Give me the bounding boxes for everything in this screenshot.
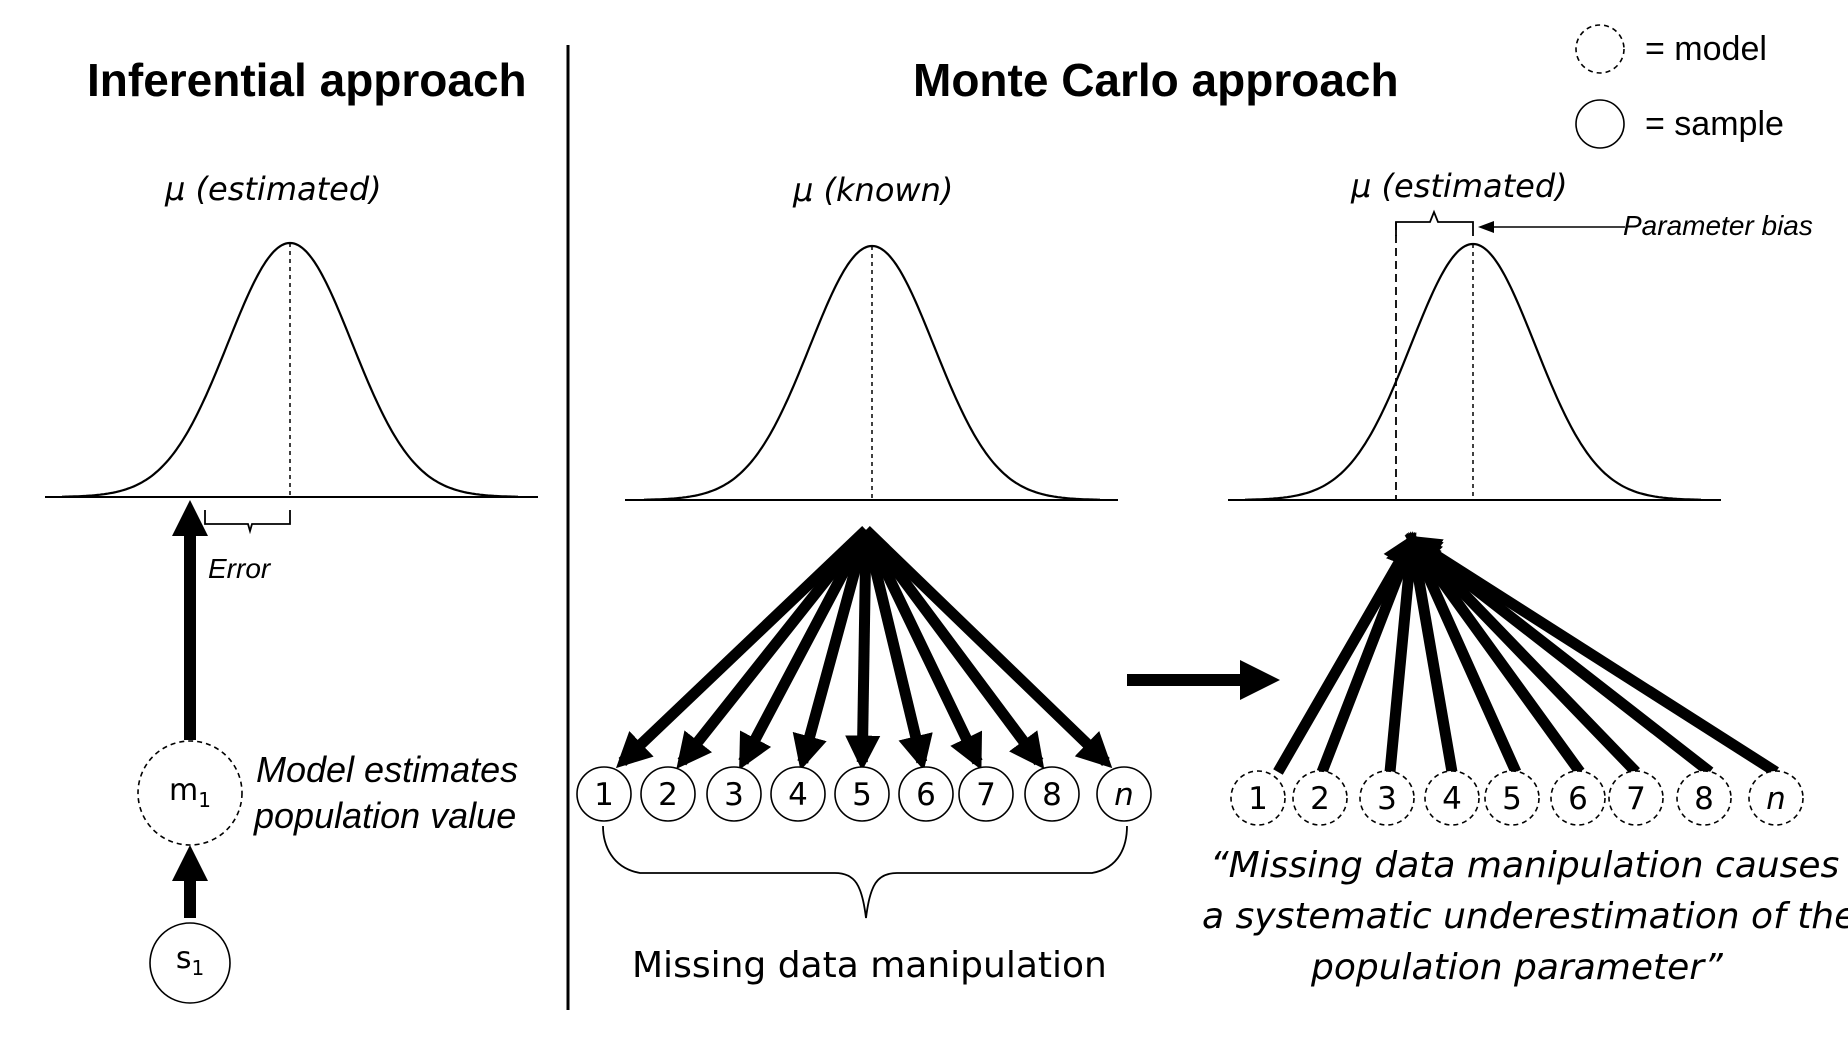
- mc-known-node-circle: [1096, 766, 1152, 822]
- mc-known-node-label: 1: [594, 777, 614, 813]
- conclusion-quote-line3: population parameter”: [1311, 947, 1723, 988]
- mc-est-node-circle: [1359, 770, 1415, 826]
- mc-known-node-label: 5: [852, 777, 872, 813]
- mc-known-node-circle: [958, 766, 1014, 822]
- mc-est-node-circle: [1424, 770, 1480, 826]
- mc-known-node-label: 7: [976, 777, 996, 813]
- mc-known-arrow: [615, 526, 870, 769]
- conclusion-quote-line1: “Missing data manipulation causes: [1210, 845, 1840, 886]
- parameter-bias-label: Parameter bias: [1623, 210, 1813, 241]
- mc-known-node-circle: [834, 766, 890, 822]
- inferential-sample-node: [149, 922, 231, 1004]
- mc-known-normal-curve: [644, 244, 1100, 501]
- mc-est-node-label: n: [1766, 781, 1786, 817]
- mc-known-node-circle: [898, 766, 954, 822]
- mc-est-arrow: [1399, 531, 1458, 773]
- mc-est-node-label: 5: [1502, 781, 1522, 817]
- mc-est-arrow: [1273, 532, 1417, 775]
- mc-known-arrow: [861, 526, 1045, 770]
- sample-to-model-arrowhead: [172, 845, 208, 881]
- model-caption-line1: Model estimates: [256, 749, 519, 790]
- monte-carlo-heading: Monte Carlo approach: [913, 54, 1399, 106]
- mc-est-node-label: 3: [1377, 781, 1397, 817]
- mc-known-node-circle: [1024, 766, 1080, 822]
- mc-known-arrow: [862, 526, 1113, 769]
- mc-est-arrow: [1316, 531, 1419, 774]
- mc-est-arrow: [1384, 531, 1428, 773]
- model-node-base: m: [169, 773, 199, 808]
- legend-sample-label: = sample: [1645, 105, 1784, 143]
- mc-known-mu-label: μ (known): [793, 171, 954, 209]
- parameter-bias-pointer-head: [1478, 221, 1494, 233]
- model-caption-line2: population value: [254, 795, 517, 836]
- mc-known-sample-nodes: 1 2 3 4 5 6 7 8 n: [576, 766, 1152, 822]
- inferential-heading: Inferential approach: [87, 54, 527, 106]
- mc-est-node-label: 1: [1248, 781, 1268, 817]
- mc-known-node-label: 4: [788, 777, 808, 813]
- transition-arrowhead: [1240, 660, 1280, 700]
- inferential-mu-label: μ (estimated): [165, 170, 382, 208]
- sample-node-base: s: [175, 941, 192, 976]
- mc-est-arrow: [1405, 534, 1714, 777]
- mc-known-arrow-fan: [615, 526, 1113, 771]
- mc-est-arrow: [1406, 531, 1522, 775]
- mc-est-node-label: 6: [1568, 781, 1588, 817]
- mc-known-node-circle: [706, 766, 762, 822]
- mc-est-node-label: 8: [1694, 781, 1714, 817]
- mc-est-arrow: [1405, 533, 1640, 776]
- mc-est-arrow: [1406, 532, 1585, 776]
- missing-data-brace: [602, 825, 1128, 919]
- mc-est-node-circle: [1484, 770, 1540, 826]
- mc-est-node-circle: [1748, 770, 1804, 826]
- mc-est-node-label: 2: [1310, 781, 1330, 817]
- mc-est-node-label: 7: [1626, 781, 1646, 817]
- model-node-label: m1: [150, 773, 230, 812]
- mc-est-node-circle: [1608, 770, 1664, 826]
- mc-known-node-label: 2: [658, 777, 678, 813]
- mc-known-node-label: 6: [916, 777, 936, 813]
- error-bracket: [204, 510, 291, 535]
- mc-known-node-circle: [576, 766, 632, 822]
- mc-known-node-circle: [640, 766, 696, 822]
- mc-est-node-circle: [1292, 770, 1348, 826]
- mc-known-arrow: [676, 526, 871, 769]
- inferential-normal-curve: [62, 241, 518, 498]
- mc-est-node-circle: [1550, 770, 1606, 826]
- model-to-population-arrowhead: [172, 500, 208, 536]
- mc-known-node-label: 3: [724, 777, 744, 813]
- model-node-subscript: 1: [198, 788, 211, 812]
- mc-est-arrow: [1404, 535, 1779, 777]
- legend-model-label: = model: [1645, 30, 1767, 68]
- missing-data-caption: Missing data manipulation: [632, 945, 1107, 986]
- bias-bracket: [1395, 209, 1474, 236]
- legend-sample-symbol: [1575, 99, 1625, 149]
- mc-est-arrow-fan: [1273, 531, 1779, 777]
- legend-model-symbol: [1575, 24, 1625, 74]
- mc-est-node-circle: [1230, 770, 1286, 826]
- mc-known-node-label: 8: [1042, 777, 1062, 813]
- mc-known-arrow: [738, 527, 871, 770]
- error-label: Error: [208, 553, 271, 584]
- mc-known-arrow: [792, 528, 872, 771]
- mc-known-arrow: [861, 527, 983, 770]
- conclusion-quote-line2: a systematic underestimation of the: [1202, 896, 1848, 937]
- mc-known-arrow: [845, 529, 881, 771]
- mc-known-node-circle: [770, 766, 826, 822]
- mc-est-model-nodes: 1 2 3 4 5 6 7 8 n: [1230, 770, 1804, 826]
- mc-known-arrow: [860, 528, 933, 771]
- mc-known-node-label: n: [1114, 777, 1134, 813]
- mc-est-mu-label: μ (estimated): [1351, 167, 1568, 205]
- sample-node-subscript: 1: [191, 956, 205, 980]
- mc-est-node-label: 4: [1442, 781, 1462, 817]
- mc-est-node-circle: [1676, 770, 1732, 826]
- sample-node-label: s1: [150, 941, 230, 980]
